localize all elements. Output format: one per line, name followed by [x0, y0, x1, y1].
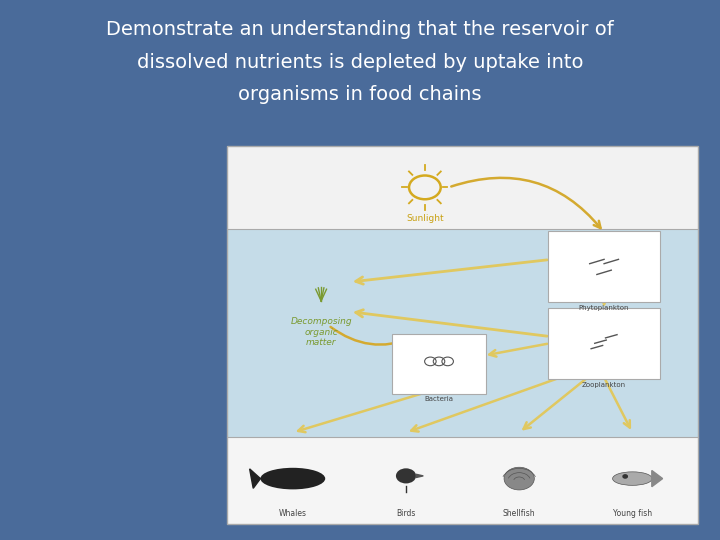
- Polygon shape: [250, 469, 261, 488]
- Polygon shape: [652, 470, 662, 487]
- FancyBboxPatch shape: [392, 334, 486, 394]
- Text: Whales: Whales: [279, 509, 307, 518]
- Text: Decomposing
organic
matter: Decomposing organic matter: [290, 317, 352, 347]
- Bar: [227, 146, 698, 524]
- Bar: [227, 229, 698, 437]
- Text: Zooplankton: Zooplankton: [582, 382, 626, 388]
- Text: Shellfish: Shellfish: [503, 509, 536, 518]
- Circle shape: [623, 475, 627, 478]
- FancyBboxPatch shape: [548, 231, 660, 302]
- Ellipse shape: [396, 468, 416, 483]
- Bar: [227, 437, 698, 524]
- Ellipse shape: [613, 472, 652, 485]
- Ellipse shape: [504, 467, 534, 490]
- Text: Young fish: Young fish: [613, 509, 652, 518]
- Polygon shape: [416, 474, 423, 477]
- Bar: [227, 146, 698, 229]
- FancyBboxPatch shape: [548, 308, 660, 379]
- Text: Birds: Birds: [396, 509, 415, 518]
- Text: Bacteria: Bacteria: [425, 396, 454, 402]
- Text: dissolved nutrients is depleted by uptake into: dissolved nutrients is depleted by uptak…: [137, 52, 583, 72]
- Text: Phytoplankton: Phytoplankton: [579, 305, 629, 310]
- Text: organisms in food chains: organisms in food chains: [238, 85, 482, 104]
- Text: Sunlight: Sunlight: [406, 214, 444, 223]
- Text: Demonstrate an understanding that the reservoir of: Demonstrate an understanding that the re…: [106, 20, 614, 39]
- Ellipse shape: [261, 468, 325, 489]
